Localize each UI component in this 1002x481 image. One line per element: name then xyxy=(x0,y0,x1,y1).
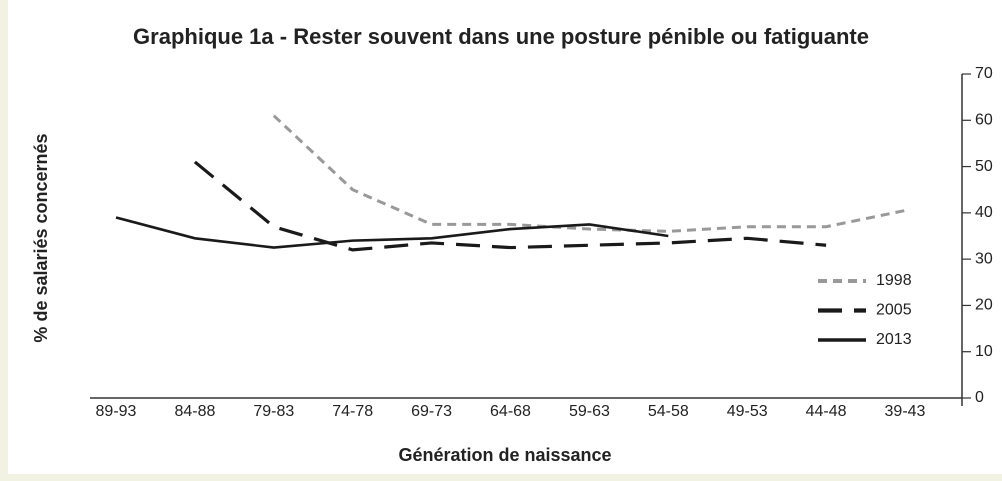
y-tick-label: 20 xyxy=(975,297,993,314)
x-tick-label: 84-88 xyxy=(174,403,215,420)
x-axis-label: Génération de naissance xyxy=(398,445,611,465)
x-tick-label: 59-63 xyxy=(569,403,610,420)
y-tick-label: 30 xyxy=(975,250,993,267)
y-tick-label: 0 xyxy=(975,389,984,406)
series-line xyxy=(193,160,827,252)
x-tick-label: 49-53 xyxy=(727,403,768,420)
x-tick-label: 69-73 xyxy=(411,403,452,420)
x-tick-label: 44-48 xyxy=(806,403,847,420)
legend-label: 1998 xyxy=(876,272,912,289)
x-tick-label: 64-68 xyxy=(490,403,531,420)
y-tick-label: 10 xyxy=(975,343,993,360)
y-tick-label: 40 xyxy=(975,204,993,221)
x-tick-label: 89-93 xyxy=(96,403,137,420)
x-tick-label: 79-83 xyxy=(253,403,294,420)
x-tick-label: 54-58 xyxy=(648,403,689,420)
chart-title: Graphique 1a - Rester souvent dans une p… xyxy=(133,24,869,49)
series-line xyxy=(272,114,906,233)
plot-background xyxy=(8,0,1002,474)
series-line xyxy=(115,216,669,249)
x-tick-label: 39-43 xyxy=(885,403,926,420)
y-tick-label: 50 xyxy=(975,158,993,175)
y-axis-label: % de salariés concernés xyxy=(31,133,51,342)
y-tick-label: 60 xyxy=(975,112,993,129)
y-tick-label: 70 xyxy=(975,65,993,82)
x-tick-label: 74-78 xyxy=(332,403,373,420)
legend-label: 2005 xyxy=(876,302,912,319)
legend-label: 2013 xyxy=(876,331,912,348)
